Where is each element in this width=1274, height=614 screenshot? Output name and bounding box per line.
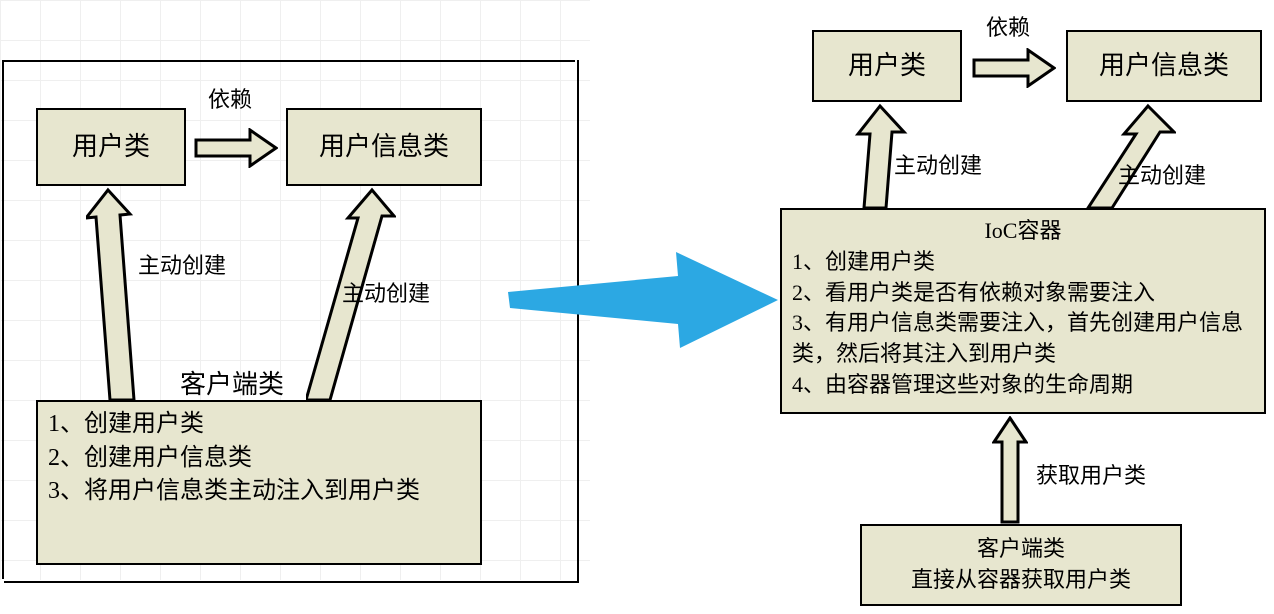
left-create-userinfo-label: 主动创建 <box>342 276 430 308</box>
right-user-class-node: 用户类 <box>812 30 962 102</box>
left-client-line: 3、将用户信息类主动注入到用户类 <box>48 475 470 509</box>
right-create-userinfo-label: 主动创建 <box>1118 158 1206 190</box>
right-depends-label: 依赖 <box>986 10 1030 42</box>
right-create-userinfo-arrow <box>1086 102 1176 210</box>
left-depends-arrow <box>194 128 278 168</box>
left-create-user-arrow <box>86 186 150 402</box>
left-client-box: 1、创建用户类 2、创建用户信息类 3、将用户信息类主动注入到用户类 <box>36 400 482 565</box>
left-client-line: 2、创建用户信息类 <box>48 442 470 476</box>
right-ioc-line: 4、由容器管理这些对象的生命周期 <box>792 370 1254 401</box>
right-ioc-line: 3、有用户信息类需要注入，首先创建用户信息类，然后将其注入到用户类 <box>792 308 1254 370</box>
right-get-user-arrow <box>992 416 1028 524</box>
center-transition-arrow <box>508 250 778 350</box>
right-create-user-label: 主动创建 <box>894 148 982 180</box>
right-client-subtitle: 直接从容器获取用户类 <box>911 565 1131 596</box>
right-get-user-label: 获取用户类 <box>1036 458 1146 490</box>
left-client-line: 1、创建用户类 <box>48 408 470 442</box>
right-depends-arrow <box>972 48 1056 88</box>
right-client-box: 客户端类 直接从容器获取用户类 <box>860 524 1182 606</box>
left-user-class-node: 用户类 <box>36 108 186 186</box>
left-create-user-label: 主动创建 <box>138 248 226 280</box>
right-client-title: 客户端类 <box>977 534 1065 565</box>
left-depends-label: 依赖 <box>208 82 252 114</box>
left-client-title: 客户端类 <box>180 364 284 401</box>
right-ioc-line: 2、看用户类是否有依赖对象需要注入 <box>792 278 1254 309</box>
right-ioc-line: 1、创建用户类 <box>792 247 1254 278</box>
right-user-info-class-node: 用户信息类 <box>1066 30 1262 102</box>
right-ioc-box: IoC容器 1、创建用户类 2、看用户类是否有依赖对象需要注入 3、有用户信息类… <box>780 208 1266 414</box>
left-user-info-class-node: 用户信息类 <box>286 108 482 186</box>
right-ioc-title: IoC容器 <box>792 216 1254 247</box>
